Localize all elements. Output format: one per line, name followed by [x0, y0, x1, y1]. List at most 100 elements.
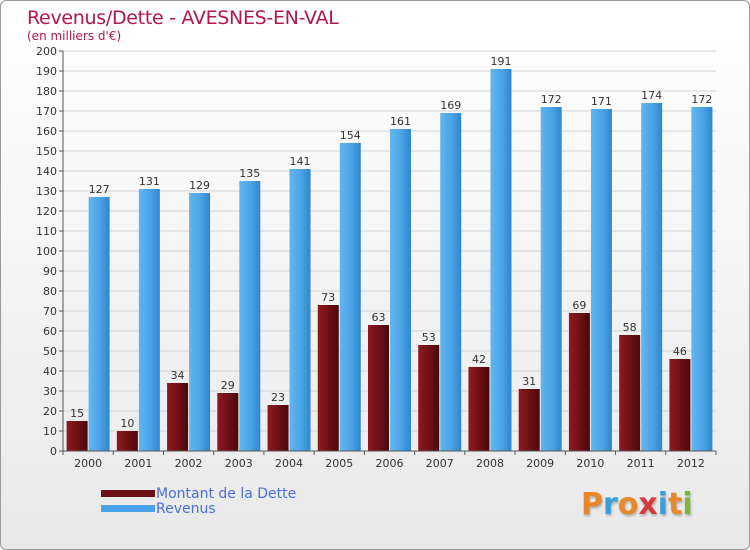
data-label-dette: 15	[70, 407, 84, 420]
x-tick-label: 2000	[74, 457, 102, 470]
data-label-revenus: 172	[541, 93, 562, 106]
data-label-dette: 42	[472, 353, 486, 366]
bar-dette	[468, 367, 490, 451]
bar-revenus	[540, 107, 562, 451]
y-tick-label: 50	[43, 345, 57, 358]
x-tick-label: 2011	[627, 457, 655, 470]
x-tick-label: 2005	[325, 457, 353, 470]
logo-letter: t	[668, 487, 683, 522]
labels-layer: 15 127 10 131 34 129 29 135 23 141 73 154 63 161 53 169…	[70, 55, 712, 430]
x-tick-label: 2003	[225, 457, 253, 470]
bar-revenus	[138, 189, 160, 451]
logo-letter: r	[603, 487, 618, 522]
y-tick-label: 80	[43, 285, 57, 298]
y-tick-label: 190	[36, 65, 57, 78]
x-tick-label: 2006	[376, 457, 404, 470]
data-label-revenus: 131	[139, 175, 160, 188]
x-tick-label: 2010	[576, 457, 604, 470]
bar-dette	[267, 405, 289, 451]
data-label-dette: 23	[271, 391, 285, 404]
bar-dette	[418, 345, 440, 451]
y-tick-label: 160	[36, 125, 57, 138]
legend-swatch-revenus	[101, 505, 155, 512]
y-tick-label: 70	[43, 305, 57, 318]
data-label-revenus: 172	[691, 93, 712, 106]
y-tick-label: 170	[36, 105, 57, 118]
y-tick-label: 140	[36, 165, 57, 178]
data-label-dette: 34	[171, 369, 185, 382]
data-label-revenus: 154	[340, 129, 361, 142]
logo-letter: x	[638, 487, 658, 522]
bar-revenus	[641, 103, 663, 451]
bar-dette	[167, 383, 189, 451]
bar-revenus	[440, 113, 462, 451]
legend-label-dette: Montant de la Dette	[156, 486, 297, 502]
bar-dette	[619, 335, 641, 451]
data-label-dette: 58	[623, 321, 637, 334]
bar-revenus	[339, 143, 361, 451]
data-label-revenus: 174	[641, 89, 662, 102]
bar-revenus	[590, 109, 612, 451]
axis-layer: 0 10 20 30 40 50 60 70 80 90 100 110 120 130 140 150 160…	[36, 45, 717, 470]
x-tick-label: 2008	[476, 457, 504, 470]
data-label-revenus: 135	[239, 167, 260, 180]
data-label-revenus: 127	[89, 183, 110, 196]
x-tick-label: 2012	[677, 457, 705, 470]
data-label-dette: 73	[321, 291, 335, 304]
bar-revenus	[490, 69, 512, 451]
bar-dette	[518, 389, 540, 451]
bar-dette	[669, 359, 691, 451]
logo-letter: P	[581, 487, 603, 522]
logo-letter: i	[682, 487, 693, 522]
data-label-revenus: 141	[290, 155, 311, 168]
bar-dette	[368, 325, 389, 451]
data-label-revenus: 191	[490, 55, 511, 68]
y-tick-label: 10	[43, 425, 57, 438]
data-label-revenus: 171	[591, 95, 612, 108]
bar-revenus	[88, 197, 110, 451]
x-tick-label: 2009	[526, 457, 554, 470]
y-tick-label: 130	[36, 185, 57, 198]
logo-letter: i	[657, 487, 669, 522]
y-tick-label: 150	[36, 145, 57, 158]
data-label-dette: 69	[572, 299, 586, 312]
bar-dette	[217, 393, 239, 451]
y-tick-label: 30	[43, 385, 57, 398]
data-label-dette: 46	[673, 345, 687, 358]
bar-dette	[568, 313, 590, 451]
bar-revenus	[691, 107, 713, 451]
y-tick-label: 100	[36, 245, 57, 258]
y-tick-label: 0	[50, 445, 57, 458]
legend-label-revenus: Revenus	[156, 501, 216, 517]
logo-letter: o	[617, 487, 639, 522]
x-tick-label: 2002	[175, 457, 203, 470]
data-label-dette: 31	[522, 375, 536, 388]
bar-dette	[116, 431, 138, 451]
bar-revenus	[289, 169, 311, 451]
x-tick-label: 2007	[426, 457, 454, 470]
bar-revenus	[189, 193, 211, 451]
proxiti-logo: Proxiti	[581, 487, 693, 522]
data-label-dette: 63	[372, 311, 386, 324]
bars-layer	[66, 69, 713, 451]
y-tick-label: 20	[43, 405, 57, 418]
data-label-dette: 10	[120, 417, 134, 430]
y-tick-label: 110	[36, 225, 57, 238]
x-tick-label: 2001	[124, 457, 152, 470]
y-tick-label: 120	[36, 205, 57, 218]
bar-dette	[66, 421, 88, 451]
legend-swatch-dette	[101, 490, 155, 497]
data-label-revenus: 129	[189, 179, 210, 192]
data-label-revenus: 161	[390, 115, 411, 128]
grid-layer	[63, 50, 716, 452]
y-tick-label: 40	[43, 365, 57, 378]
bar-dette	[317, 305, 339, 451]
data-label-revenus: 169	[440, 99, 461, 112]
chart-subtitle: (en milliers d'€)	[27, 29, 122, 43]
bar-revenus	[390, 129, 411, 451]
y-tick-label: 200	[36, 45, 57, 58]
data-label-dette: 29	[221, 379, 235, 392]
y-tick-label: 90	[43, 265, 57, 278]
